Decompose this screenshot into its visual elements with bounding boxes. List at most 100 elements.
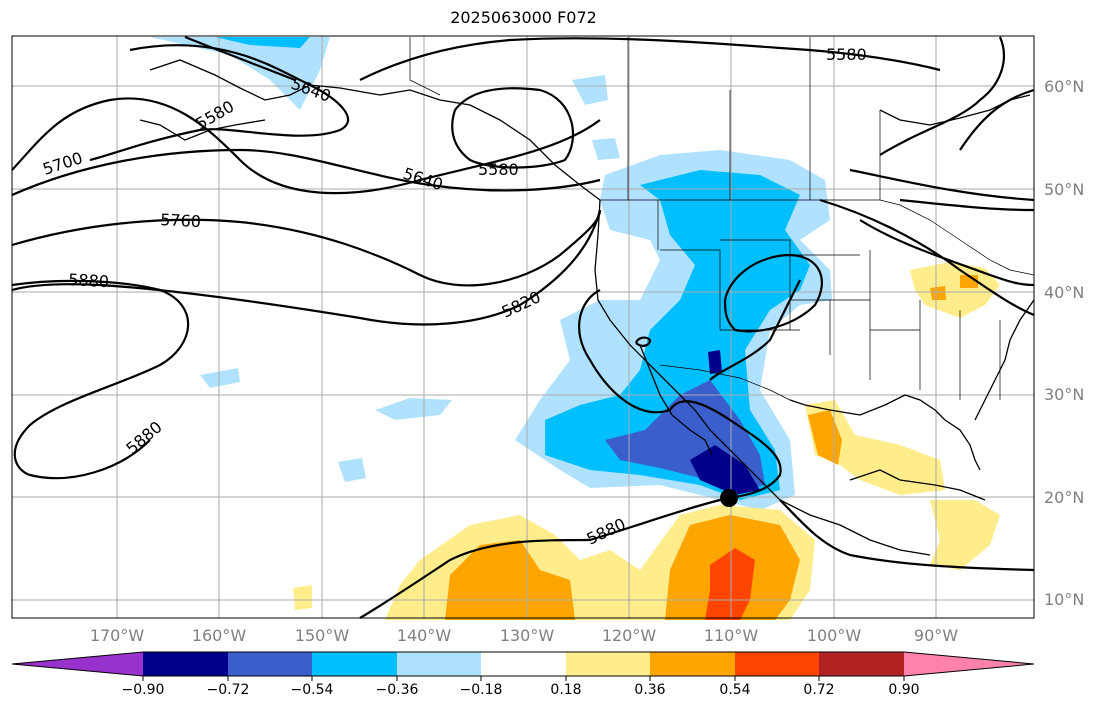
- fill-blue-west: [545, 170, 810, 500]
- lon-label: 130°W: [499, 626, 555, 645]
- contour-5580-alaska: [89, 44, 350, 162]
- lon-label: 110°W: [703, 626, 759, 645]
- fill-light-blue-patch-1: [572, 75, 608, 105]
- contour-east-3: [859, 219, 1035, 287]
- colorbar-extend-high: [904, 652, 1034, 676]
- fill-light-blue-patch-5: [338, 458, 366, 482]
- colorbar-tick-label: −0.54: [290, 682, 334, 698]
- colorbar-swatch-7: [650, 652, 735, 676]
- colorbar-tick-label: −0.72: [206, 682, 250, 698]
- fill-light-blue-patch-4: [375, 398, 452, 420]
- lat-label: 30°N: [1044, 385, 1085, 404]
- contour-5640: [11, 148, 601, 197]
- fill-navy-baja: [690, 445, 760, 495]
- colorbar: [11, 651, 1035, 681]
- coast-baja: [639, 344, 713, 456]
- coast-gulf: [789, 394, 946, 421]
- coast-east: [974, 299, 1035, 421]
- fill-light-blue-patch-2: [592, 138, 620, 160]
- contour-label: 5580: [193, 97, 238, 134]
- contour-5880-south-2: [779, 499, 1035, 572]
- colorbar-tick-label: 0.72: [803, 682, 835, 698]
- contour-high: [723, 253, 823, 333]
- border-alaska-canada: [409, 37, 441, 96]
- colorbar-extend-low: [12, 652, 143, 676]
- colorbar-swatch-6: [566, 652, 651, 676]
- storm-center-marker: [720, 489, 738, 507]
- lon-label: 100°W: [806, 626, 862, 645]
- coast-alaska: [149, 59, 601, 201]
- lat-label: 20°N: [1044, 488, 1085, 507]
- coast-west-us: [594, 199, 931, 556]
- fill-red-orange-south: [705, 548, 755, 620]
- fill-orange-greatlakes: [930, 286, 946, 300]
- contour-5640-alaska: [184, 35, 296, 82]
- colorbar-tick-label: −0.18: [459, 682, 503, 698]
- coast-hudson: [879, 94, 1031, 126]
- fill-yellow-carib: [930, 500, 1000, 570]
- lat-label: 50°N: [1044, 180, 1085, 199]
- lat-label: 10°N: [1044, 590, 1085, 609]
- contour-5880-west: [11, 279, 190, 480]
- map-frame: [11, 35, 1035, 619]
- contour-label: 5640: [401, 164, 446, 195]
- colorbar-tick-label: 0.36: [634, 682, 666, 698]
- coast-aleutians: [139, 119, 266, 141]
- fill-navy-small: [708, 350, 722, 374]
- contour-5880-south: [359, 289, 782, 619]
- colorbar-tick-label: −0.36: [375, 682, 419, 698]
- contour-small-1: [634, 336, 652, 347]
- border-canada-provinces: [627, 37, 881, 200]
- contour-5700: [11, 97, 601, 195]
- chart-title: 2025063000 F072: [450, 8, 597, 27]
- contour-label: 5880: [68, 270, 110, 291]
- contour-5580-north: [359, 37, 941, 81]
- contour-5760: [11, 209, 602, 287]
- anomaly-fills: [150, 37, 1000, 620]
- coastlines: [139, 59, 1035, 556]
- contour-label: 5880: [122, 417, 165, 458]
- contour-label: 5580: [478, 160, 519, 179]
- gridlines: [12, 36, 1034, 618]
- colorbar-swatch-3: [312, 652, 397, 676]
- fill-blue-alaska: [215, 37, 310, 48]
- contour-5580-low: [451, 87, 575, 169]
- lon-label: 90°W: [913, 626, 959, 645]
- colorbar-swatch-5: [481, 652, 566, 676]
- contour-east-2: [819, 198, 1035, 317]
- lon-label: 120°W: [601, 626, 657, 645]
- borders: [409, 37, 1035, 401]
- colorbar-tick-label: −0.90: [121, 682, 165, 698]
- border-us-canada: [600, 199, 1035, 276]
- contour-label: 5760: [160, 210, 202, 231]
- colorbar-tick-label: 0.90: [888, 682, 920, 698]
- colorbar-swatch-2: [228, 652, 313, 676]
- contour-5820: [11, 209, 602, 326]
- contour-ridge: [709, 279, 801, 381]
- contour-east-1: [879, 36, 1005, 156]
- contour-east-6: [849, 168, 1035, 202]
- contour-east-4: [899, 198, 1035, 212]
- coast-florida: [944, 419, 981, 471]
- fill-yellow-gulf: [805, 400, 945, 495]
- colorbar-swatch-8: [735, 652, 820, 676]
- fill-light-blue-alaska: [150, 37, 330, 110]
- lon-label: 160°W: [191, 626, 247, 645]
- colorbar-swatch-1: [143, 652, 228, 676]
- fill-yellow-greatlakes: [910, 262, 1000, 318]
- colorbar-tick-label: 0.54: [719, 682, 751, 698]
- colorbar-swatch-4: [397, 652, 482, 676]
- lat-label: 40°N: [1044, 283, 1085, 302]
- contour-label: 5700: [40, 148, 85, 179]
- colorbar-swatch-9: [819, 652, 904, 676]
- fill-yellow-patch-small: [293, 585, 312, 610]
- contour-label: 5580: [826, 45, 867, 64]
- border-us-mexico: [659, 364, 791, 401]
- contour-east-5: [959, 88, 1035, 151]
- fill-light-blue-patch-3: [200, 368, 240, 388]
- lon-label: 170°W: [89, 626, 145, 645]
- lon-label: 150°W: [294, 626, 350, 645]
- coast-yucatan: [849, 469, 986, 501]
- lat-label: 60°N: [1044, 77, 1085, 96]
